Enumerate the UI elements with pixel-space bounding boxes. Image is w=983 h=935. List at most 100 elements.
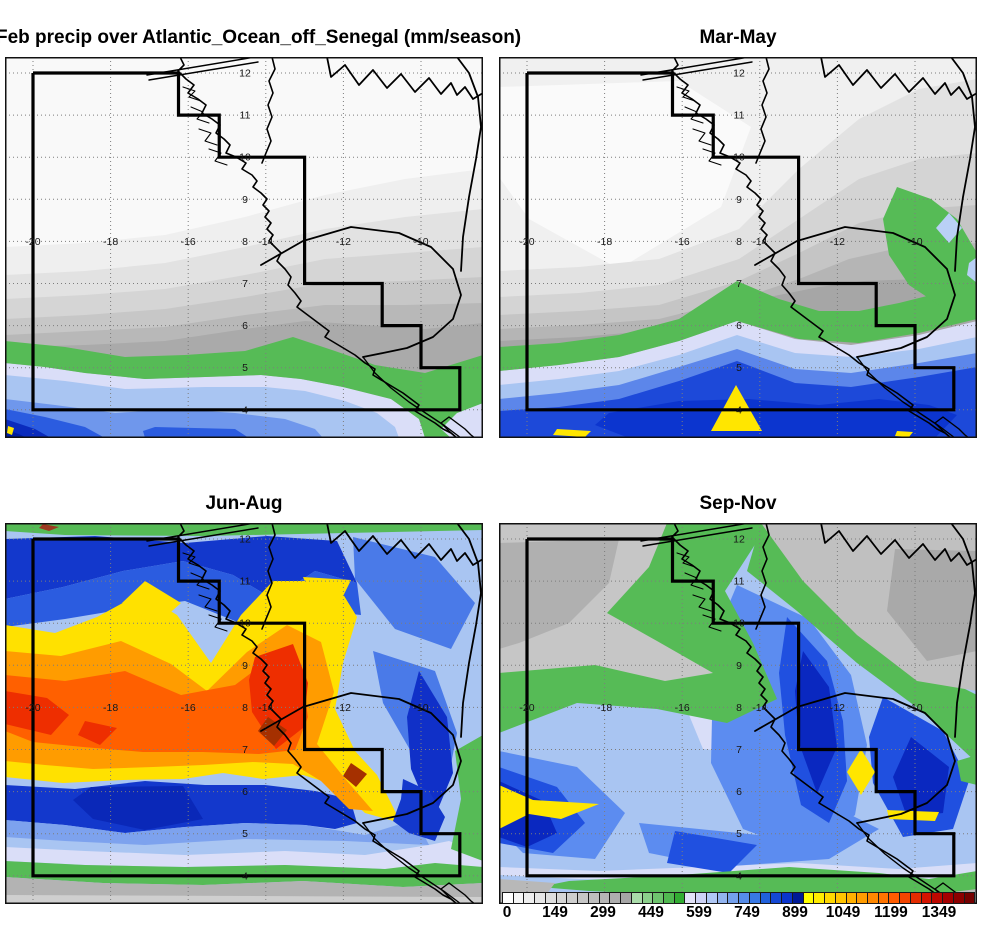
lon-tick-label: -12 bbox=[830, 236, 845, 248]
estuary-1 bbox=[676, 86, 696, 102]
lat-tick-label: 7 bbox=[736, 278, 742, 290]
lat-tick-label: 4 bbox=[242, 404, 248, 416]
lat-tick-label: 4 bbox=[736, 404, 742, 416]
lat-tick-label: 8 bbox=[736, 236, 742, 248]
region-outline bbox=[31, 537, 462, 878]
contour-bands bbox=[5, 523, 483, 904]
lon-tick-label: -20 bbox=[25, 236, 40, 248]
colorbar-tick-label: 449 bbox=[638, 904, 664, 921]
lon-tick-label: -12 bbox=[336, 236, 351, 248]
region-outline bbox=[31, 71, 462, 412]
panel-frame bbox=[5, 523, 483, 904]
lat-tick-label: 5 bbox=[736, 362, 742, 374]
colorbar-tick-label: 1049 bbox=[825, 904, 861, 921]
estuary-3 bbox=[198, 128, 218, 146]
lat-tick-label: 9 bbox=[242, 194, 248, 206]
border-ne bbox=[456, 523, 482, 738]
border-ne bbox=[950, 57, 976, 272]
border-zigzag bbox=[326, 57, 483, 100]
map-panel-mar-may: -20 -18 -16 -14 -12 -10 12 11 10 9 8 7 6 5 4 bbox=[499, 57, 977, 438]
border-ne bbox=[456, 57, 482, 272]
lat-tick-label: 4 bbox=[736, 870, 742, 882]
lon-tick-label: -18 bbox=[597, 236, 612, 248]
lon-tick-label: -10 bbox=[413, 702, 428, 714]
lat-tick-label: 11 bbox=[240, 576, 251, 588]
lon-tick-label: -20 bbox=[519, 702, 534, 714]
coastline-south bbox=[934, 416, 970, 438]
lat-tick-label: 6 bbox=[242, 786, 248, 798]
lat-tick-label: 5 bbox=[736, 828, 742, 840]
colorbar-tick-label: 749 bbox=[734, 904, 760, 921]
lat-tick-label: 8 bbox=[242, 702, 248, 714]
lat-tick-label: 12 bbox=[733, 68, 745, 80]
border-zigzag bbox=[326, 523, 483, 566]
panel-title-jun-aug: Jun-Aug bbox=[205, 493, 283, 514]
estuary-3 bbox=[692, 594, 712, 612]
lat-tick-label: 8 bbox=[736, 702, 742, 714]
lon-tick-label: -14 bbox=[752, 702, 767, 714]
lat-tick-label: 10 bbox=[733, 618, 745, 630]
border-loop bbox=[754, 226, 956, 358]
colorbar-labels: 0 149 299 449 599 749 899 1049 1199 1349 bbox=[0, 904, 983, 926]
border-loop bbox=[260, 692, 462, 824]
lat-tick-label: 4 bbox=[242, 870, 248, 882]
map-panel-sep-nov: -20 -18 -16 -14 -12 -10 12 11 10 9 8 7 6 5 4 bbox=[499, 523, 977, 904]
lat-tick-label: 12 bbox=[733, 534, 745, 546]
spit-line-2 bbox=[148, 527, 259, 547]
lon-tick-label: -14 bbox=[258, 702, 273, 714]
region-outline bbox=[525, 537, 956, 878]
lon-tick-label: -16 bbox=[675, 236, 690, 248]
border-north bbox=[261, 523, 276, 630]
lat-tick-label: 7 bbox=[736, 744, 742, 756]
contour-bands bbox=[5, 57, 483, 438]
border-loop-tail bbox=[362, 356, 462, 438]
border-north bbox=[261, 57, 276, 164]
lon-tick-label: -10 bbox=[413, 236, 428, 248]
lat-tick-label: 7 bbox=[242, 278, 248, 290]
estuary-1 bbox=[182, 86, 202, 102]
colorbar-tick-label: 299 bbox=[590, 904, 616, 921]
coastline-south bbox=[440, 882, 476, 904]
tick-labels: -20 -18 -16 -14 -12 -10 12 11 10 9 8 7 6 5 4 bbox=[519, 68, 922, 417]
panel-frame bbox=[499, 57, 977, 438]
lat-tick-label: 9 bbox=[242, 660, 248, 672]
spit-line-2 bbox=[148, 61, 259, 81]
estuary-1 bbox=[676, 552, 696, 568]
border-north bbox=[755, 57, 770, 164]
lon-tick-label: -12 bbox=[336, 702, 351, 714]
lat-tick-label: 11 bbox=[734, 110, 745, 122]
lon-tick-label: -14 bbox=[752, 236, 767, 248]
lon-tick-label: -18 bbox=[597, 702, 612, 714]
estuary-3 bbox=[198, 594, 218, 612]
coastline-south bbox=[440, 416, 476, 438]
lat-tick-label: 6 bbox=[736, 320, 742, 332]
spit-line-2 bbox=[642, 527, 753, 547]
lon-tick-label: -10 bbox=[907, 236, 922, 248]
contour-bands bbox=[499, 57, 977, 438]
border-zigzag bbox=[820, 57, 977, 100]
lon-tick-label: -16 bbox=[181, 702, 196, 714]
lat-tick-label: 5 bbox=[242, 362, 248, 374]
lon-tick-label: -12 bbox=[830, 702, 845, 714]
border-zigzag bbox=[820, 523, 977, 566]
colorbar-cell bbox=[963, 892, 976, 904]
estuary-3 bbox=[692, 128, 712, 146]
contour-bands bbox=[499, 523, 977, 904]
colorbar bbox=[502, 892, 976, 904]
colorbar-tick-label: 0 bbox=[502, 904, 512, 921]
lon-tick-label: -14 bbox=[258, 236, 273, 248]
lat-tick-label: 10 bbox=[733, 152, 745, 164]
lat-tick-label: 9 bbox=[736, 660, 742, 672]
lat-tick-label: 5 bbox=[242, 828, 248, 840]
lat-tick-label: 10 bbox=[239, 152, 251, 164]
lon-tick-label: -16 bbox=[181, 236, 196, 248]
lat-tick-label: 12 bbox=[239, 68, 251, 80]
lat-tick-label: 11 bbox=[734, 576, 745, 588]
border-loop bbox=[260, 226, 462, 358]
panel-frame bbox=[5, 57, 483, 438]
lat-tick-label: 6 bbox=[736, 786, 742, 798]
lon-tick-label: -20 bbox=[519, 236, 534, 248]
panel-title-mar-may: Mar-May bbox=[699, 27, 777, 48]
colorbar-tick-label: 899 bbox=[782, 904, 808, 921]
lat-tick-label: 7 bbox=[242, 744, 248, 756]
